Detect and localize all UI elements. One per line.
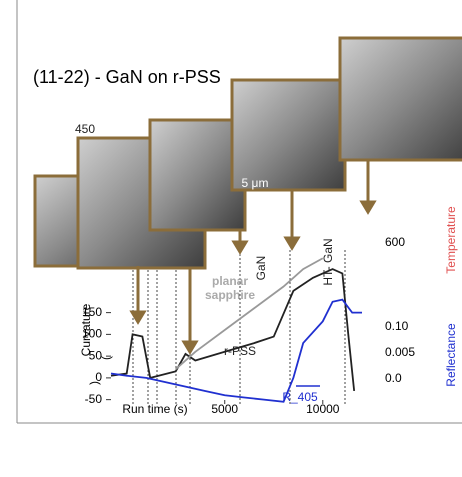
annotation: 5 μm bbox=[242, 176, 269, 190]
series-label: GaN bbox=[254, 256, 268, 281]
annotation: sapphire bbox=[205, 288, 255, 302]
series-label: R_405 bbox=[282, 390, 318, 404]
x-tick-label: 5000 bbox=[211, 402, 238, 416]
chart-title: (11-22) - GaN on r-PSS bbox=[33, 67, 221, 87]
x-axis-label: Run time (s) bbox=[122, 402, 187, 416]
chart: (11-22) - GaN on r-PSS -5005010015050001… bbox=[0, 0, 462, 477]
y-axis-label-part: ) bbox=[87, 381, 101, 385]
x-tick-label: 10000 bbox=[306, 402, 340, 416]
right-tick-label: 600 bbox=[385, 235, 405, 249]
right-tick-label: 0.10 bbox=[385, 319, 409, 333]
sem-image bbox=[340, 38, 462, 160]
y-tick-label: -50 bbox=[85, 392, 103, 406]
y-axis-label-part: ( bbox=[99, 356, 113, 360]
annotation: 450 bbox=[75, 122, 95, 136]
right-tick-label: 0.005 bbox=[385, 345, 415, 359]
y2-axis-label: Reflectance bbox=[444, 323, 458, 387]
annotation: HT- GaN bbox=[321, 238, 335, 285]
y2-axis-label: Temperature bbox=[444, 206, 458, 274]
right-tick-label: 0.0 bbox=[385, 371, 402, 385]
annotation: planar bbox=[212, 274, 248, 288]
series-label: r-PSS bbox=[224, 344, 256, 358]
sem-image bbox=[232, 80, 345, 190]
y-axis-label: Curvature bbox=[79, 303, 93, 356]
